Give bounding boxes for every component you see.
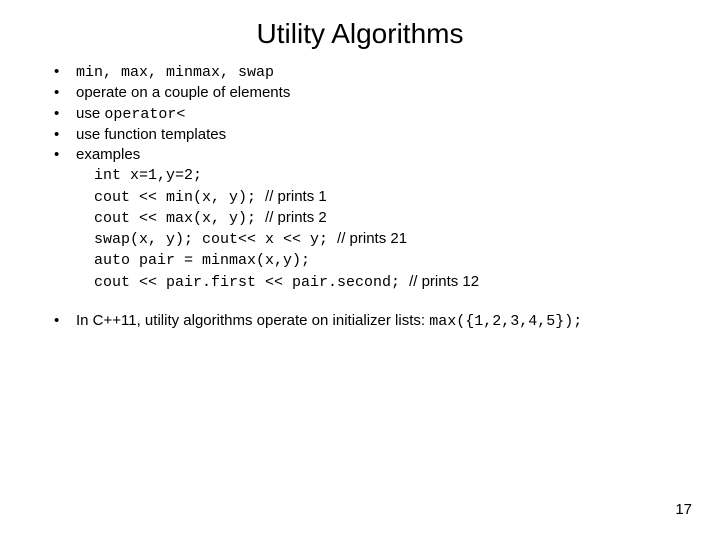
bullet-item: min, max, minmax, swap xyxy=(48,62,684,83)
example-line: cout << pair.first << pair.second; // pr… xyxy=(94,272,684,293)
example-line: int x=1,y=2; xyxy=(94,165,684,186)
body-text: operate on a couple of elements xyxy=(76,84,290,101)
comment-text: // prints 21 xyxy=(337,230,407,247)
bullet-item: examples xyxy=(48,145,684,165)
body-text: In C++11, utility algorithms operate on … xyxy=(76,312,429,329)
example-line: cout << max(x, y); // prints 2 xyxy=(94,208,684,229)
code-text: int x=1,y=2; xyxy=(94,167,202,184)
code-text: auto pair = minmax(x,y); xyxy=(94,252,310,269)
bullet-item: In C++11, utility algorithms operate on … xyxy=(48,311,684,332)
code-text: cout << pair.first << pair.second; xyxy=(94,274,409,291)
comment-text: // prints 2 xyxy=(265,209,327,226)
body-text: use function templates xyxy=(76,126,226,143)
body-text: use xyxy=(76,105,104,122)
comment-text: // prints 1 xyxy=(265,188,327,205)
bullet-list: In C++11, utility algorithms operate on … xyxy=(48,311,684,332)
bullet-item: use operator< xyxy=(48,104,684,125)
code-text: cout << max(x, y); xyxy=(94,210,265,227)
bullet-item: use function templates xyxy=(48,125,684,145)
code-text: cout << min(x, y); xyxy=(94,189,265,206)
slide: Utility Algorithms min, max, minmax, swa… xyxy=(0,0,720,540)
code-text: max({1,2,3,4,5}); xyxy=(429,313,582,330)
example-line: cout << min(x, y); // prints 1 xyxy=(94,187,684,208)
bullet-item: operate on a couple of elements xyxy=(48,83,684,103)
page-number: 17 xyxy=(675,501,692,518)
comment-text: // prints 12 xyxy=(409,273,479,290)
example-line: auto pair = minmax(x,y); xyxy=(94,250,684,271)
bullet-list: min, max, minmax, swap operate on a coup… xyxy=(48,62,684,165)
slide-title: Utility Algorithms xyxy=(0,0,720,62)
spacer xyxy=(48,293,684,311)
code-text: operator< xyxy=(104,106,185,123)
body-text: examples xyxy=(76,146,140,163)
example-line: swap(x, y); cout<< x << y; // prints 21 xyxy=(94,229,684,250)
code-text: swap(x, y); cout<< x << y; xyxy=(94,231,337,248)
code-text: min, max, minmax, swap xyxy=(76,64,274,81)
example-block: int x=1,y=2; cout << min(x, y); // print… xyxy=(48,165,684,293)
slide-body: min, max, minmax, swap operate on a coup… xyxy=(0,62,720,332)
